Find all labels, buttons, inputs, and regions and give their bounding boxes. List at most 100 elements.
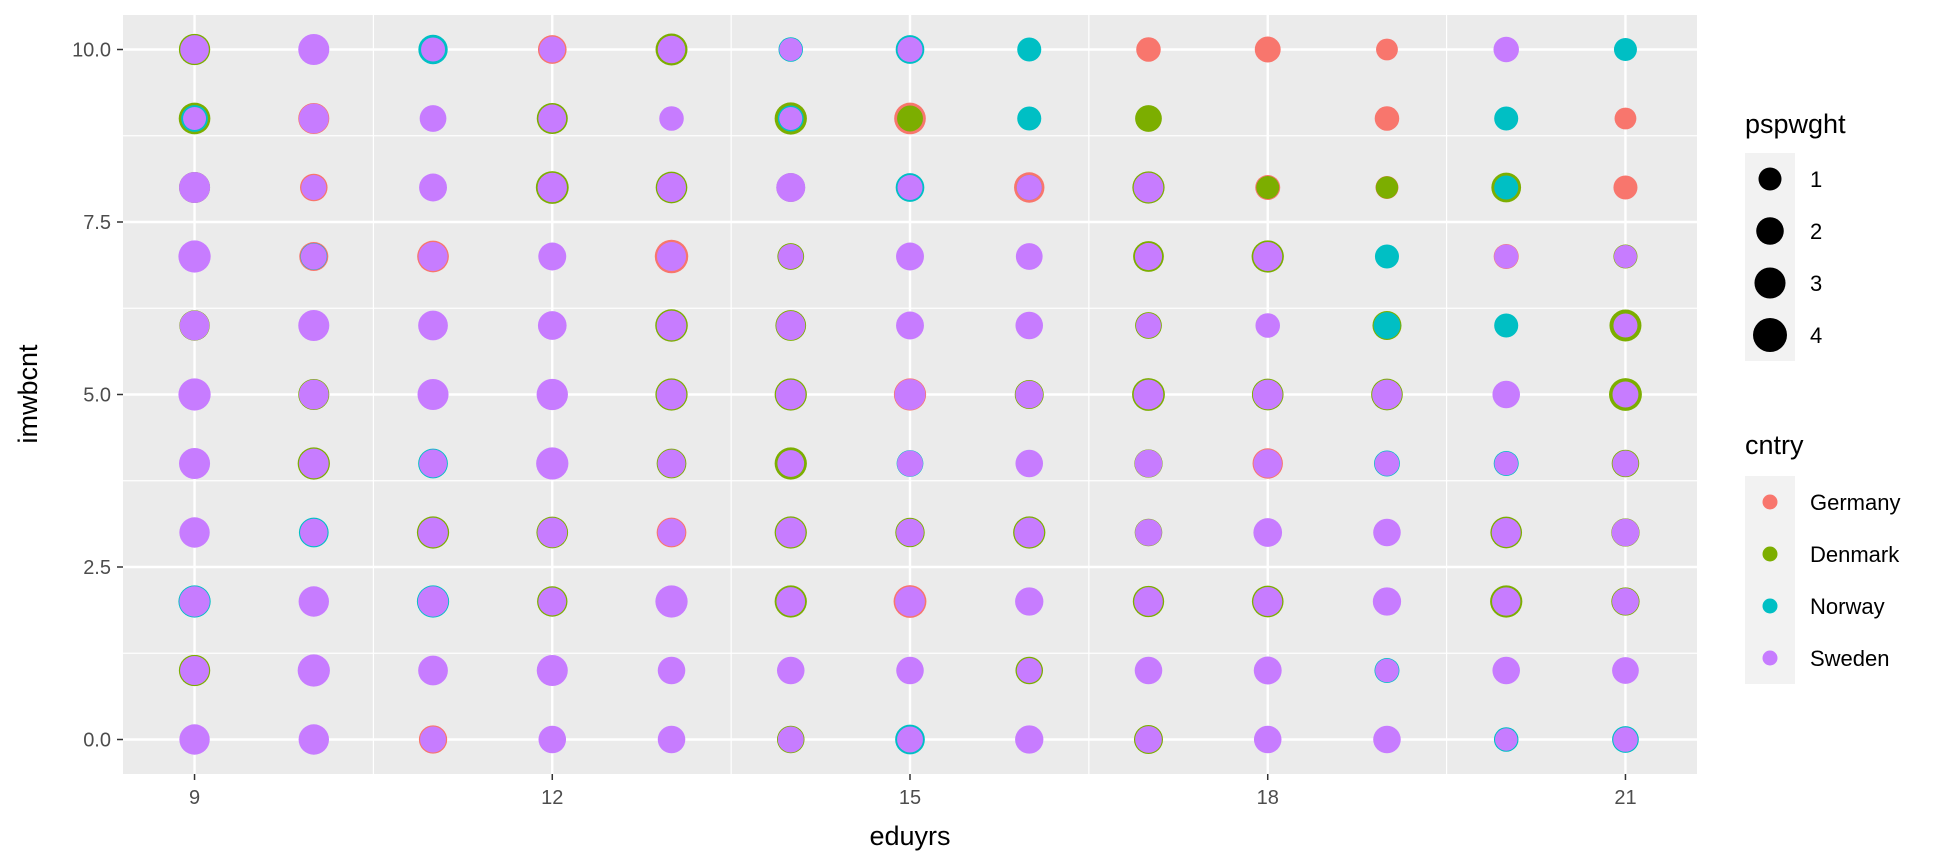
point-sweden (1612, 657, 1639, 684)
point-sweden (538, 587, 567, 616)
size-legend-title: pspwght (1745, 109, 1846, 139)
point-sweden (897, 726, 923, 753)
point-sweden (1015, 725, 1044, 754)
point-denmark (1135, 105, 1162, 132)
point-sweden (1374, 451, 1400, 476)
point-sweden (1016, 657, 1042, 684)
point-sweden (180, 655, 210, 686)
point-sweden (1134, 587, 1163, 616)
point-sweden (1016, 174, 1042, 201)
point-sweden (300, 518, 328, 547)
size-legend-label: 4 (1810, 323, 1822, 348)
point-sweden (659, 106, 684, 131)
point-sweden (298, 309, 330, 342)
point-sweden (1613, 245, 1637, 268)
point-sweden (775, 517, 806, 548)
point-sweden (1134, 449, 1163, 478)
point-sweden (300, 243, 327, 270)
color-legend-keys-background (1745, 476, 1795, 684)
point-sweden (537, 172, 567, 203)
point-germany (1136, 37, 1161, 62)
point-sweden (1612, 381, 1639, 408)
point-sweden (179, 171, 211, 204)
color-legend-label-norway: Norway (1810, 594, 1885, 619)
point-sweden (1494, 244, 1519, 269)
point-sweden (417, 586, 449, 617)
point-sweden (1611, 518, 1640, 547)
point-sweden (538, 104, 567, 133)
point-sweden (777, 726, 804, 753)
point-sweden (657, 518, 686, 547)
point-sweden (179, 310, 210, 341)
point-sweden (1135, 726, 1162, 753)
point-norway (1613, 38, 1637, 61)
point-sweden (418, 655, 448, 686)
point-sweden (1613, 313, 1638, 338)
point-sweden (538, 725, 567, 754)
point-germany (1374, 106, 1400, 131)
point-sweden (657, 35, 686, 64)
point-sweden (1492, 656, 1520, 685)
point-norway (1374, 244, 1399, 269)
point-sweden (298, 103, 329, 134)
x-axis-title: eduyrs (869, 821, 950, 851)
point-sweden (1014, 517, 1045, 548)
size-legend-label: 2 (1810, 219, 1822, 244)
color-legend-label-sweden: Sweden (1810, 646, 1890, 671)
point-sweden (776, 656, 805, 685)
point-sweden (1494, 451, 1518, 476)
point-sweden (657, 449, 686, 478)
point-sweden (419, 105, 447, 132)
color-legend-key-norway (1762, 598, 1778, 614)
point-sweden (298, 33, 330, 66)
y-axis: 0.0 2.5 5.0 7.5 10.0 (72, 40, 123, 752)
point-sweden (1491, 517, 1521, 548)
point-norway (1017, 106, 1042, 131)
size-legend-key (1758, 167, 1782, 191)
point-germany (1376, 38, 1398, 61)
point-sweden (1133, 172, 1164, 203)
point-sweden (418, 310, 448, 341)
size-legend-label: 3 (1810, 271, 1822, 296)
point-sweden (536, 654, 568, 687)
point-sweden (179, 517, 210, 548)
point-sweden (179, 724, 210, 755)
point-sweden (1253, 449, 1282, 478)
point-sweden (178, 240, 211, 273)
point-sweden (1375, 658, 1399, 683)
point-sweden (896, 656, 924, 685)
point-sweden (656, 310, 687, 341)
point-sweden (1015, 380, 1044, 409)
color-legend-label-germany: Germany (1810, 490, 1900, 515)
point-sweden (301, 174, 327, 201)
point-sweden (894, 379, 926, 410)
color-legend-key-germany (1762, 494, 1778, 510)
point-sweden (1372, 379, 1402, 410)
size-legend-key (1753, 318, 1787, 352)
point-sweden (1133, 379, 1164, 410)
size-legend-key (1754, 267, 1786, 299)
point-sweden (1015, 243, 1043, 270)
point-sweden (1255, 313, 1280, 338)
y-tick-label: 2.5 (83, 557, 111, 579)
point-sweden (1253, 518, 1283, 547)
y-tick-label: 0.0 (83, 730, 111, 752)
point-denmark (897, 105, 923, 132)
point-germany (1254, 36, 1281, 63)
point-sweden (1612, 450, 1639, 477)
point-sweden (298, 448, 329, 479)
point-sweden (1493, 36, 1519, 63)
point-sweden (1253, 241, 1283, 272)
point-sweden (1494, 728, 1518, 751)
point-norway (1017, 37, 1042, 62)
point-sweden (896, 242, 924, 271)
point-sweden (897, 450, 923, 477)
point-sweden (896, 518, 924, 547)
point-sweden (776, 310, 806, 341)
point-sweden (537, 517, 568, 548)
point-sweden (178, 378, 211, 411)
point-sweden (298, 379, 329, 410)
point-sweden (1492, 380, 1520, 409)
y-tick-label: 5.0 (83, 385, 111, 407)
point-sweden (183, 107, 207, 130)
